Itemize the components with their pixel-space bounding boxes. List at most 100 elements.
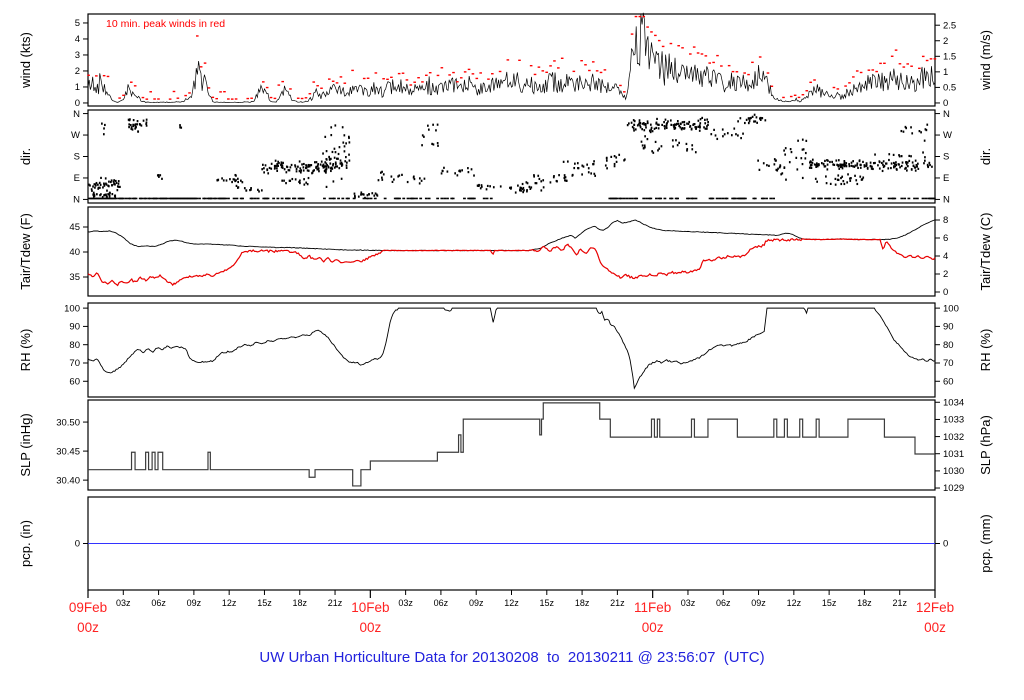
temp-left-axis-title: Tair/Tdew (F) [18,213,33,290]
wind-left-tick-label: 2 [75,66,80,77]
temp-left-tick-label: 40 [69,247,80,258]
wind-annotation: 10 min. peak winds in red [106,18,225,30]
dir-left-tick-label: W [71,130,80,141]
minor-tick-label: 09z [751,598,766,608]
dir-left-tick-label: N [73,195,80,206]
slp-right-tick-label: 1033 [943,415,964,426]
dir-right-tick-label: S [943,152,949,163]
panel-temp: 35 40 45 0 2 4 6 8 Tair/Tdew (F) Tair/Tdew (C) [18,206,993,298]
wind-peak-dots [87,15,937,100]
day-sublabel: 00z [642,620,664,635]
rh-frame [87,302,936,398]
wind-left-tick-label: 0 [75,98,80,109]
temp-left-tick-label: 45 [69,222,80,233]
dir-right-tick-label: W [943,130,952,141]
plot-title: UW Urban Horticulture Data for 20130208 … [259,649,765,666]
dir-left-tick-label: E [74,173,80,184]
rh-right-tick-label: 70 [943,358,954,369]
day-label: 09Feb [69,600,107,615]
pcp-right-axis-title: pcp. (mm) [978,514,993,573]
minor-tick-label: 03z [398,598,413,608]
minor-tick-label: 12z [787,598,802,608]
time-axis: 09Feb 00z 10Feb 00z 11Feb 00z 12Feb 00z 03z 06z 09… [69,590,954,635]
pcp-left-tick-label: 0 [75,539,80,550]
temp-right-tick-label: 2 [943,269,948,280]
rh-right-tick-label: 60 [943,376,954,387]
minor-tick-label: 21z [610,598,625,608]
temp-frame [87,206,936,297]
day-label: 10Feb [351,600,389,615]
rh-left-tick-label: 90 [69,322,80,333]
dir-left-tick-label: N [73,109,80,120]
minor-tick-label: 21z [892,598,907,608]
panel-wind: 0 1 2 3 4 5 0 0.5 1 1.5 2 2.5 wind (kts) wind (m/s) 10… [18,12,993,109]
rh-left-tick-label: 80 [69,340,80,351]
minor-tick-label: 03z [681,598,696,608]
temp-right-tick-label: 6 [943,233,948,244]
slp-right-tick-label: 1031 [943,449,964,460]
slp-left-tick-label: 30.40 [56,475,80,486]
day-sublabel: 00z [924,620,946,635]
minor-tick-label: 18z [857,598,872,608]
minor-tick-label: 18z [292,598,307,608]
wind-right-tick-label: 1.5 [943,52,956,63]
minor-tick-label: 12z [504,598,519,608]
pcp-left-axis-title: pcp. (in) [18,520,33,567]
rh-left-tick-label: 70 [69,358,80,369]
wind-left-tick-label: 5 [75,18,80,29]
wind-direction-points [88,113,936,200]
rh-right-tick-label: 80 [943,340,954,351]
wind-frame [87,13,936,107]
temp-right-axis-title: Tair/Tdew (C) [978,212,993,290]
dir-right-tick-label: E [943,173,949,184]
panel-pcp: 0 0 pcp. (in) pcp. (mm) [18,496,993,591]
day-label: 12Feb [916,600,954,615]
minor-tick-label: 06z [151,598,166,608]
dir-right-tick-label: N [943,195,950,206]
minor-tick-label: 15z [822,598,837,608]
minor-tick-label: 15z [257,598,272,608]
slp-left-axis-title: SLP (inHg) [18,413,33,476]
day-sublabel: 00z [359,620,381,635]
wind-left-tick-label: 3 [75,50,80,61]
minor-tick-label: 18z [575,598,590,608]
pcp-right-tick-label: 0 [943,539,948,550]
slp-right-axis-title: SLP (hPa) [978,415,993,475]
wind-left-tick-label: 4 [75,34,80,45]
slp-right-tick-label: 1030 [943,466,964,477]
temp-right-tick-label: 8 [943,215,948,226]
dir-right-axis-title: dir. [978,148,993,165]
temp-right-tick-label: 0 [943,287,948,298]
panel-rh: 60 70 80 90 100 60 70 80 90 100 RH (%) RH (%) [18,302,993,398]
tair-trace [87,219,936,252]
rh-trace [87,307,936,390]
wind-left-axis-title: wind (kts) [18,32,33,89]
minor-tick-label: 09z [187,598,202,608]
dir-left-tick-label: S [74,152,80,163]
rh-right-axis-title: RH (%) [978,329,993,372]
minor-tick-label: 15z [540,598,555,608]
wind-left-tick-label: 1 [75,82,80,93]
minor-tick-label: 06z [434,598,449,608]
rh-right-tick-label: 90 [943,322,954,333]
rh-left-tick-label: 100 [64,303,80,314]
rh-right-tick-label: 100 [943,303,959,314]
rh-left-axis-title: RH (%) [18,329,33,372]
day-sublabel: 00z [77,620,99,635]
slp-frame [87,399,936,491]
wind-right-tick-label: 2.5 [943,20,956,31]
slp-right-tick-label: 1034 [943,397,964,408]
minor-tick-label: 06z [716,598,731,608]
wind-right-tick-label: 1 [943,67,948,78]
slp-left-tick-label: 30.45 [56,446,80,457]
temp-right-tick-label: 4 [943,251,948,262]
slp-trace [88,402,935,487]
slp-left-tick-label: 30.50 [56,417,80,428]
minor-tick-label: 12z [222,598,237,608]
slp-right-tick-label: 1029 [943,483,964,494]
minor-tick-label: 03z [116,598,131,608]
rh-left-tick-label: 60 [69,376,80,387]
